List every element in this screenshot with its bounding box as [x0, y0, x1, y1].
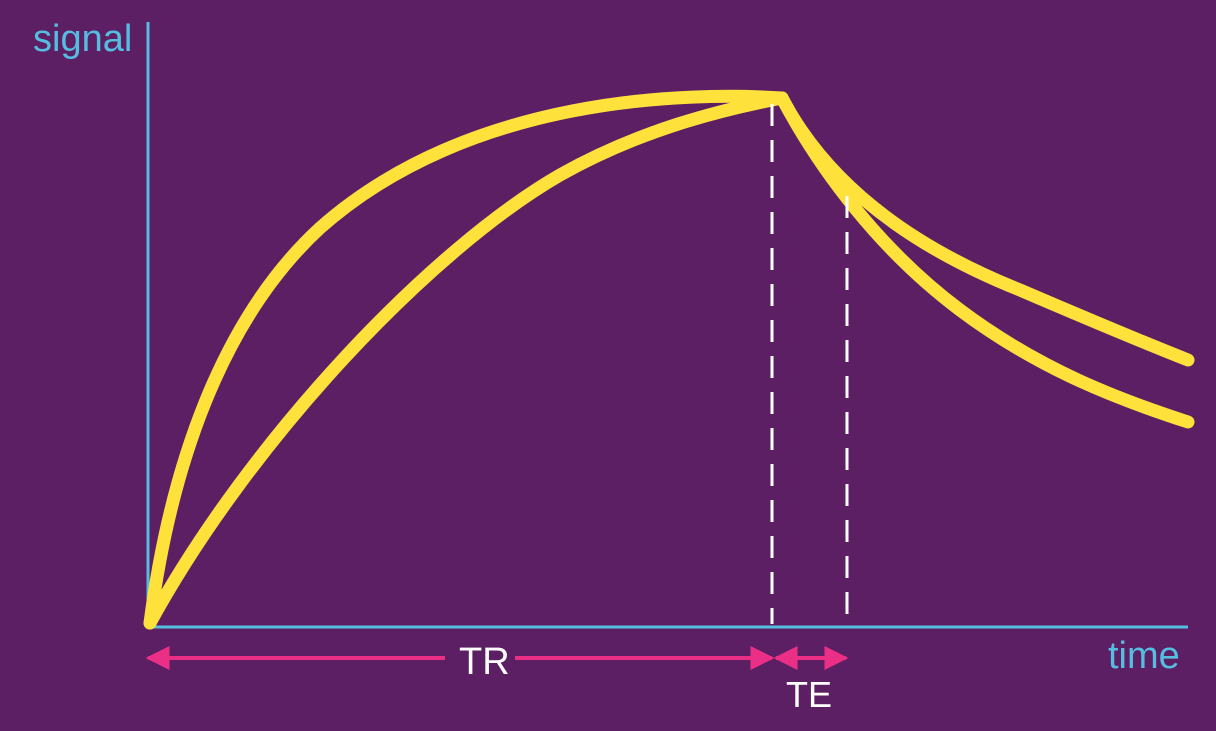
tr-label: TR [459, 641, 510, 683]
y-axis-label: signal [33, 18, 133, 60]
te-label: TE [786, 674, 833, 715]
recovery-curve-slow [143, 91, 789, 630]
x-axis-label: time [1108, 635, 1180, 677]
recovery-curve-fast [143, 89, 789, 630]
decay-curve-fast [775, 91, 1195, 429]
